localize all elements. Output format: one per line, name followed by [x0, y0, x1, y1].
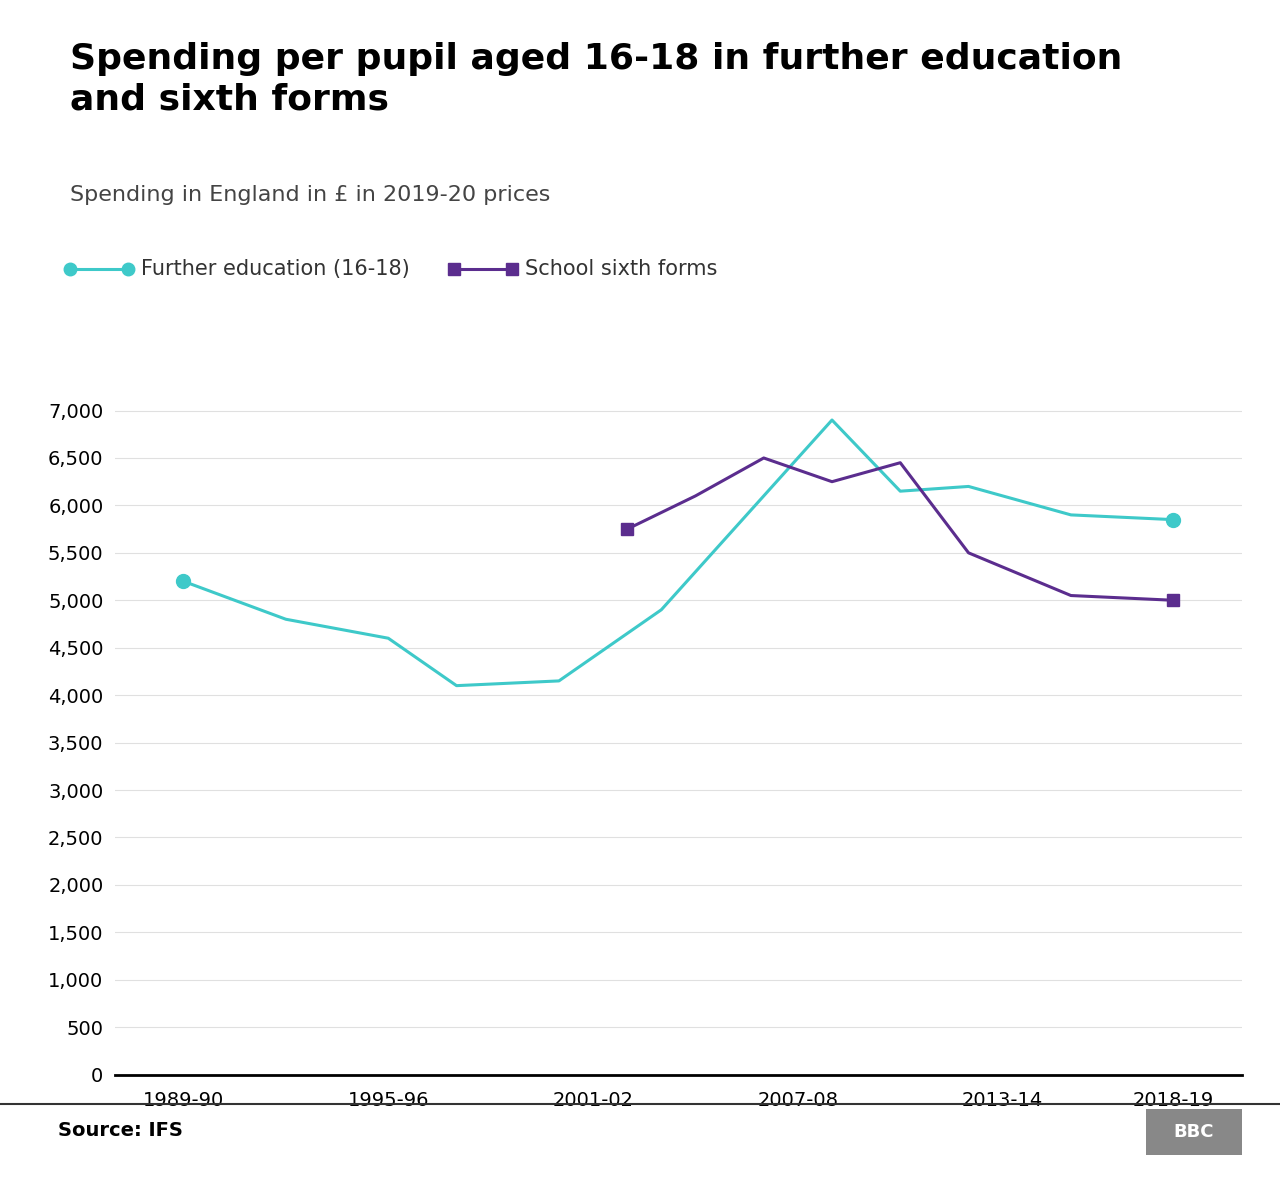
Text: Spending in England in £ in 2019-20 prices: Spending in England in £ in 2019-20 pric…	[70, 185, 550, 205]
Text: Spending per pupil aged 16-18 in further education
and sixth forms: Spending per pupil aged 16-18 in further…	[70, 42, 1123, 117]
Text: Further education (16-18): Further education (16-18)	[141, 259, 410, 278]
Text: BBC: BBC	[1174, 1122, 1213, 1141]
Text: School sixth forms: School sixth forms	[525, 259, 717, 278]
Text: Source: IFS: Source: IFS	[58, 1121, 183, 1140]
